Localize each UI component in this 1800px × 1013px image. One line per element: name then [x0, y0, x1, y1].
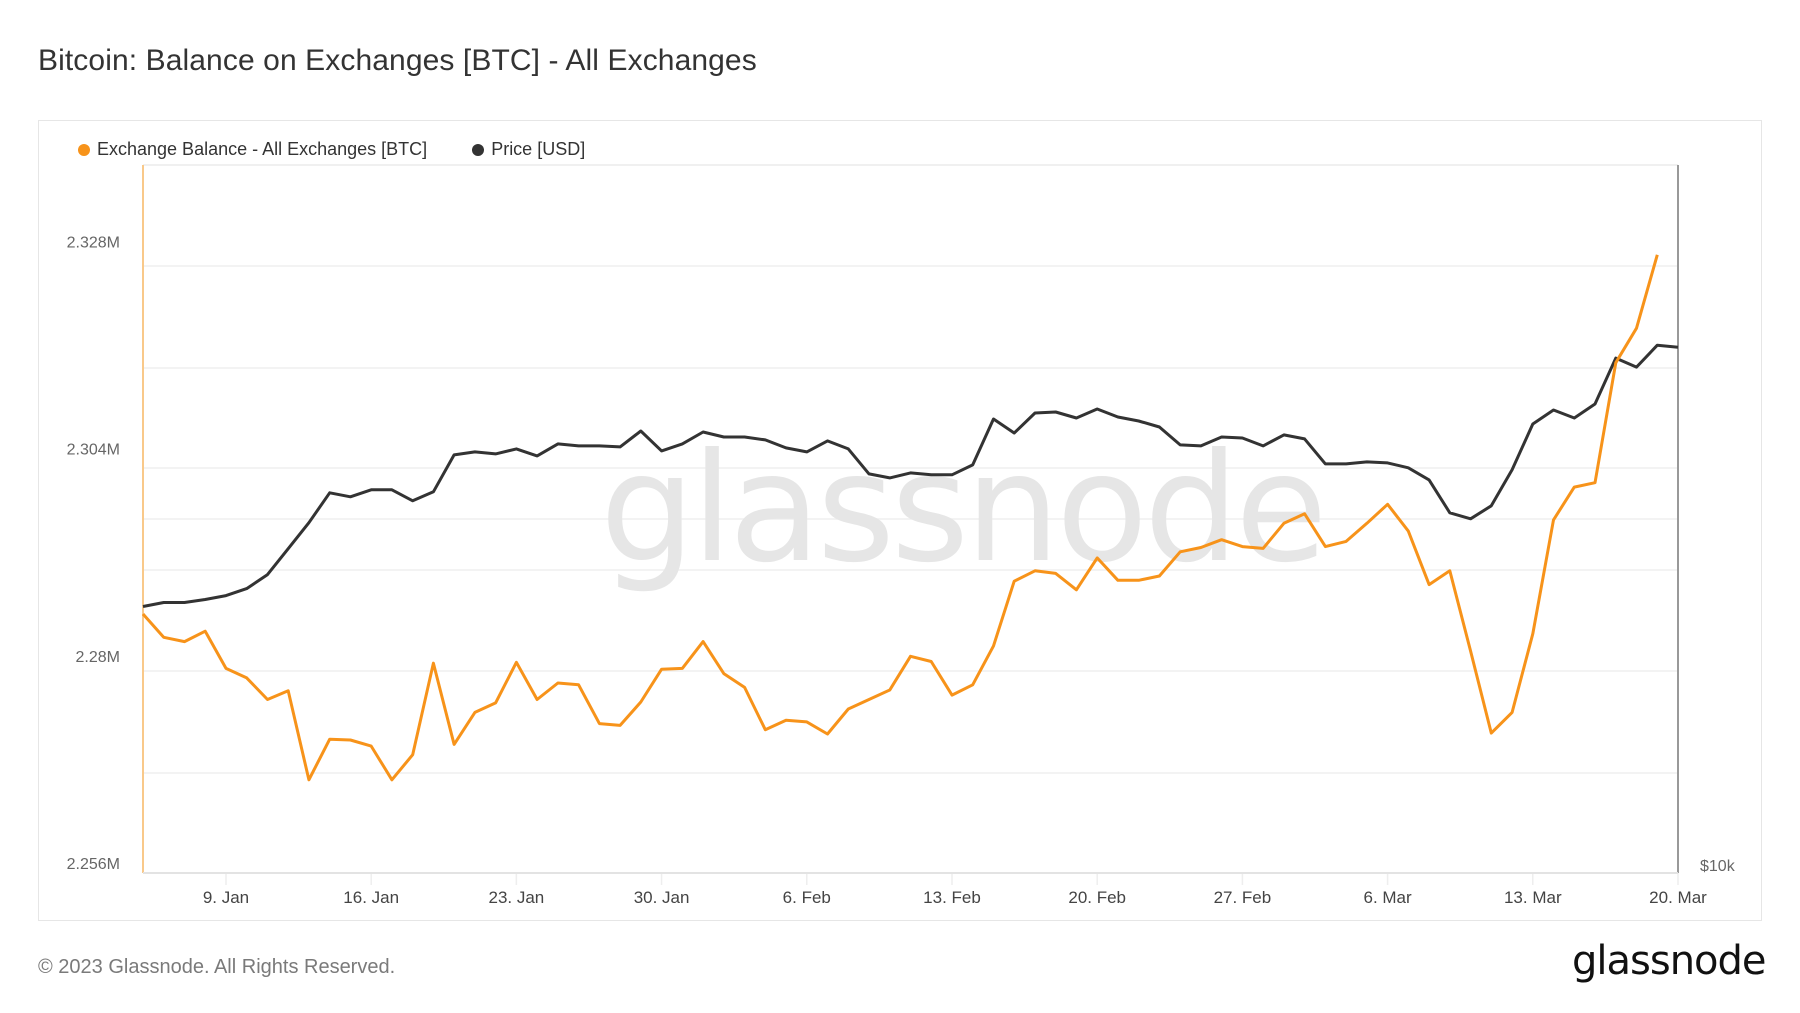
- chart-title: Bitcoin: Balance on Exchanges [BTC] - Al…: [38, 44, 757, 77]
- legend-item-price[interactable]: Price [USD]: [472, 139, 585, 160]
- y-axis-left: 2.256M 2.28M 2.304M 2.328M: [67, 234, 120, 873]
- y-tick-label: 2.304M: [67, 442, 120, 459]
- dark-dot-icon: [472, 143, 485, 156]
- x-tick-label: 9. Jan: [203, 888, 249, 907]
- copyright-text: © 2023 Glassnode. All Rights Reserved.: [38, 956, 396, 978]
- x-tick-label: 13. Feb: [923, 888, 981, 907]
- y-tick-label: 2.256M: [67, 856, 120, 873]
- x-tick-label: 23. Jan: [488, 888, 544, 907]
- y-tick-label: 2.328M: [67, 234, 120, 251]
- legend-label-exchange-balance: Exchange Balance - All Exchanges [BTC]: [97, 139, 428, 159]
- x-tick-label: 20. Mar: [1649, 888, 1707, 907]
- price-series-line[interactable]: [142, 343, 1679, 608]
- x-axis: 9. Jan 16. Jan 23. Jan 30. Jan 6. Feb 13. Feb…: [203, 873, 1707, 907]
- legend-item-exchange-balance[interactable]: Exchange Balance - All Exchanges [BTC]: [78, 139, 427, 160]
- chart-container: [38, 120, 1762, 921]
- x-tick-label: 16. Jan: [343, 888, 399, 907]
- orange-dot-icon: [78, 143, 90, 156]
- x-tick-label: 13. Mar: [1504, 888, 1562, 907]
- chart-legend: Exchange Balance - All Exchanges [BTC] P…: [78, 139, 630, 160]
- x-tick-label: 6. Feb: [783, 888, 831, 907]
- x-tick-label: 20. Feb: [1068, 888, 1126, 907]
- x-tick-label: 27. Feb: [1214, 888, 1272, 907]
- exchange-balance-series-line[interactable]: [141, 254, 1659, 782]
- y-axis-right: $10k: [1700, 858, 1736, 875]
- watermark-logo: glassnode: [600, 422, 1323, 596]
- x-tick-label: 30. Jan: [634, 888, 690, 907]
- legend-label-price: Price [USD]: [491, 139, 586, 159]
- y-tick-label: 2.28M: [76, 649, 120, 666]
- glassnode-logo: glassnode: [1572, 938, 1767, 984]
- x-tick-label: 6. Mar: [1364, 888, 1413, 907]
- y-right-tick-label: $10k: [1700, 858, 1736, 875]
